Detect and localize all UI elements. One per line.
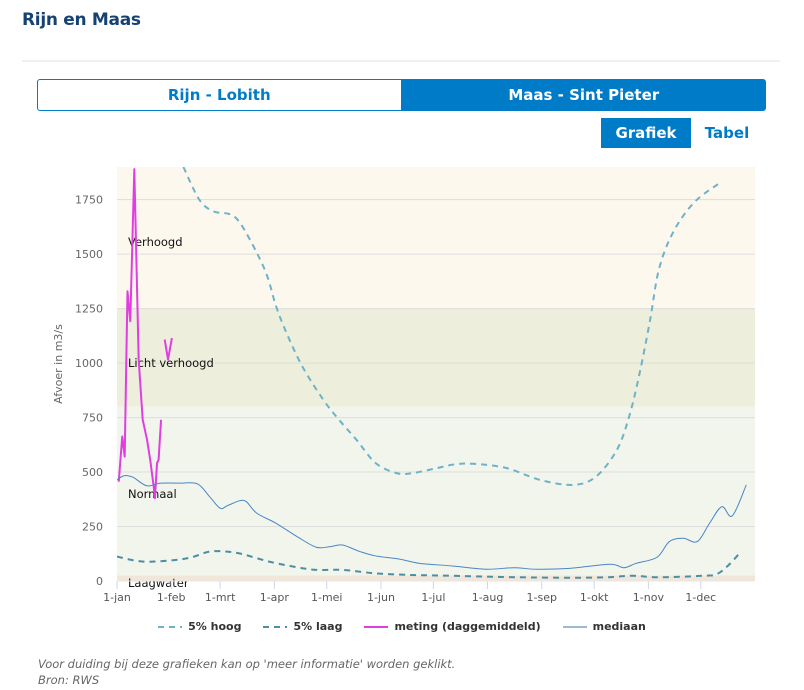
band-licht-verhoogd [117,308,755,407]
y-axis-label: Afvoer in m3/s [52,324,65,404]
legend-label: mediaan [592,620,646,633]
band-normaal [117,406,755,576]
legend-label: 5% hoog [188,620,242,633]
x-tick-label: 1-jun [367,591,395,604]
page-title: Rijn en Maas [22,10,141,30]
y-tick-label: 1500 [75,248,103,261]
view-tabs: Grafiek Tabel [601,118,763,148]
y-tick-label: 1750 [75,194,103,207]
band-label: Laagwater [128,576,189,590]
y-tick-label: 750 [82,412,103,425]
solid-line-icon [562,625,587,628]
series-layer [117,167,747,579]
tab-rijn-lobith[interactable]: Rijn - Lobith [37,79,402,111]
series-meting-daggemiddeld [117,168,173,500]
solid-line-icon [364,625,389,628]
x-tick-label: 1-jul [421,591,445,604]
legend-item-meting[interactable]: meting (daggemiddeld) [364,620,541,633]
bands-layer [117,167,755,581]
series-5-hoog [182,167,721,486]
footer-source: Bron: RWS [38,673,100,687]
band-laagwater [117,575,755,581]
x-tick-label: 1-okt [580,591,609,604]
x-tick-label: 1-mrt [205,591,236,604]
series-line [117,475,747,570]
grid-layer [117,199,755,528]
x-tick-label: 1-sep [527,591,557,604]
divider [22,60,780,62]
axis-layer: 0 250 500 750 1000 1250 1500 1750 1-jan 1-feb 1-mr… [75,194,755,604]
legend-item-5pct-hoog[interactable]: 5% hoog [158,620,241,633]
y-tick-label: 1250 [75,303,103,316]
x-tick-label: 1-feb [157,591,186,604]
footer-note: Voor duiding bij deze grafieken kan op '… [38,657,456,671]
chart-footer: Voor duiding bij deze grafieken kan op '… [38,656,455,688]
x-tick-label: 1-nov [633,591,665,604]
legend-item-5pct-laag[interactable]: 5% laag [263,620,342,633]
series-5-laag [117,550,742,579]
band-verhoogd [117,167,755,309]
legend-label: 5% laag [293,620,343,633]
y-tick-label: 1000 [75,357,103,370]
dashed-line-icon [263,625,288,628]
discharge-chart: Verhoogd Licht verhoogd Normaal Laagwater 0… [52,167,755,604]
band-label: Verhoogd [128,235,183,249]
tab-maas-sint-pieter[interactable]: Maas - Sint Pieter [401,79,766,111]
y-tick-label: 500 [82,466,103,479]
x-tick-label: 1-mei [311,591,343,604]
band-label: Licht verhoogd [128,356,214,370]
series-mediaan [117,475,747,570]
tab-grafiek[interactable]: Grafiek [601,118,691,148]
band-label: Normaal [128,487,177,501]
station-tabs: Rijn - Lobith Maas - Sint Pieter [37,79,766,111]
legend-item-mediaan[interactable]: mediaan [562,620,646,633]
x-tick-label: 1-aug [472,591,504,604]
y-tick-label: 250 [82,521,103,534]
x-tick-label: 1-dec [685,591,716,604]
dashed-line-icon [158,625,183,628]
x-tick-label: 1-jan [103,591,131,604]
legend-label: meting (daggemiddeld) [394,620,541,633]
band-labels-layer: Verhoogd Licht verhoogd Normaal Laagwater [128,235,214,590]
x-tick-label: 1-apr [260,591,290,604]
y-tick-label: 0 [96,575,103,588]
chart-legend: 5% hoog 5% laag meting (daggemiddeld) me… [0,620,804,633]
tab-tabel[interactable]: Tabel [704,124,750,142]
